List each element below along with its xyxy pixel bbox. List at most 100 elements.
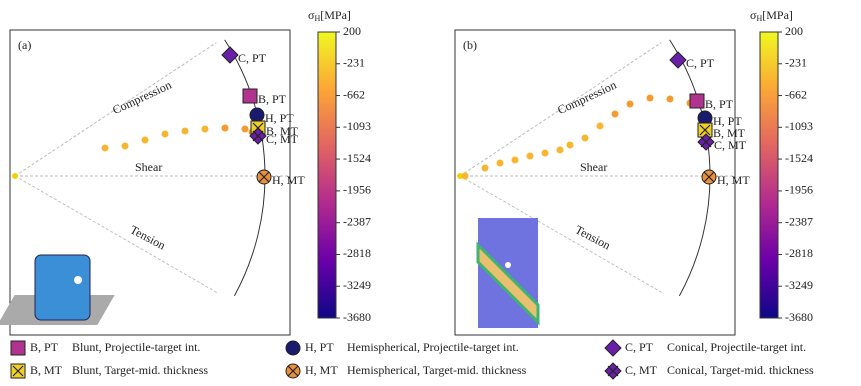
marker-label: C, MT xyxy=(714,138,747,152)
stress-point xyxy=(462,173,469,180)
marker-symbol xyxy=(286,364,300,378)
colorbar-tick-label: -231 xyxy=(343,56,365,70)
inset-body xyxy=(35,255,90,320)
stress-point xyxy=(512,157,519,164)
legend-key: B, PT xyxy=(30,340,59,354)
colorbar-tick-label: -2387 xyxy=(343,214,371,228)
shear-label: Shear xyxy=(580,160,607,174)
colorbar-tick-label: -3249 xyxy=(785,278,813,292)
stress-point xyxy=(102,145,109,152)
stress-point xyxy=(627,101,634,108)
marker-symbol xyxy=(243,89,257,103)
yield-arc xyxy=(670,40,710,296)
tension-label: Tension xyxy=(573,222,613,252)
circle xyxy=(286,341,300,355)
stress-point xyxy=(612,111,619,118)
colorbar-title: σH[MPa] xyxy=(750,8,793,23)
inset-hole xyxy=(74,276,82,284)
stress-point xyxy=(557,147,564,154)
stress-point xyxy=(482,165,489,172)
stress-point xyxy=(202,126,209,133)
stress-point xyxy=(497,160,504,167)
stress-point xyxy=(122,143,129,150)
marker-symbol xyxy=(222,47,238,63)
legend-text: Hemispherical, Projectile-target int. xyxy=(347,340,519,354)
stress-point xyxy=(222,125,229,132)
marker-symbol xyxy=(605,340,621,356)
marker-label: H, MT xyxy=(272,173,305,187)
stress-point xyxy=(582,135,589,142)
diamond xyxy=(605,340,621,356)
colorbar-tick-label: 200 xyxy=(785,24,803,38)
colorbar xyxy=(760,32,778,318)
marker-symbol xyxy=(250,108,264,122)
legend-text: Blunt, Projectile-target int. xyxy=(72,340,200,354)
square xyxy=(11,341,25,355)
legend-key: C, PT xyxy=(625,340,654,354)
colorbar-tick-label: -3249 xyxy=(343,278,371,292)
shear-label: Shear xyxy=(135,160,162,174)
marker-label: C, MT xyxy=(266,132,299,146)
marker-label: C, PT xyxy=(686,56,715,70)
panel-label: (b) xyxy=(463,38,477,52)
inset-hole xyxy=(505,262,511,268)
stress-point xyxy=(567,142,574,149)
colorbar xyxy=(318,32,336,318)
colorbar-tick-label: -231 xyxy=(785,56,807,70)
compression-label: Compression xyxy=(555,78,618,117)
marker-symbol xyxy=(690,94,704,108)
marker-symbol xyxy=(257,170,271,184)
colorbar-tick-label: -2387 xyxy=(785,214,813,228)
legend-text: Hemispherical, Target-mid. thickness xyxy=(347,363,527,377)
stress-point xyxy=(162,131,169,138)
legend-text: Blunt, Target-mid. thickness xyxy=(72,363,208,377)
circle xyxy=(250,108,264,122)
colorbar-tick-label: -2818 xyxy=(343,246,371,260)
colorbar-tick-label: -1093 xyxy=(343,119,371,133)
legend-key: H, PT xyxy=(305,340,334,354)
stress-point xyxy=(597,123,604,130)
panel-label: (a) xyxy=(18,38,31,52)
colorbar-tick-label: -662 xyxy=(343,87,365,101)
marker-symbol xyxy=(11,364,25,378)
colorbar-tick-label: 200 xyxy=(343,24,361,38)
stress-point xyxy=(182,128,189,135)
stress-point xyxy=(527,153,534,160)
stress-point xyxy=(142,137,149,144)
marker-symbol xyxy=(11,341,25,355)
colorbar-tick-label: -1524 xyxy=(343,151,371,165)
legend-key: B, MT xyxy=(30,363,63,377)
stress-point xyxy=(647,95,654,102)
tension-label: Tension xyxy=(128,222,168,252)
stress-point xyxy=(542,150,549,157)
marker-label: C, PT xyxy=(238,51,267,65)
diamond xyxy=(222,47,238,63)
colorbar-unit: [MPa] xyxy=(320,8,351,22)
marker-symbol xyxy=(286,341,300,355)
colorbar-tick-label: -1093 xyxy=(785,119,813,133)
marker-label: H, MT xyxy=(717,173,750,187)
marker-label: B, PT xyxy=(258,92,287,106)
colorbar-title: σH[MPa] xyxy=(308,8,351,23)
yield-arc xyxy=(225,40,265,296)
figure: (a) Compression Shear Tension B, PT H, PT C, P… xyxy=(0,0,861,381)
colorbar-tick-label: -1956 xyxy=(785,183,813,197)
colorbar-tick-label: -1524 xyxy=(785,151,813,165)
square xyxy=(243,89,257,103)
colorbar-tick-label: -1956 xyxy=(343,183,371,197)
legend-key: H, MT xyxy=(305,363,338,377)
square xyxy=(690,94,704,108)
diamond xyxy=(670,52,686,68)
legend-text: Conical, Target-mid. thickness xyxy=(667,363,814,377)
colorbar-tick-label: -662 xyxy=(785,87,807,101)
marker-symbol xyxy=(702,170,716,184)
colorbar-tick-label: -3680 xyxy=(785,310,813,324)
marker-label: H, PT xyxy=(265,111,294,125)
origin-dot xyxy=(12,173,18,179)
compression-label: Compression xyxy=(110,78,173,117)
stress-point xyxy=(667,96,674,103)
colorbar-unit: [MPa] xyxy=(762,8,793,22)
stress-point xyxy=(242,126,249,133)
marker-symbol xyxy=(670,52,686,68)
legend-key: C, MT xyxy=(625,363,658,377)
